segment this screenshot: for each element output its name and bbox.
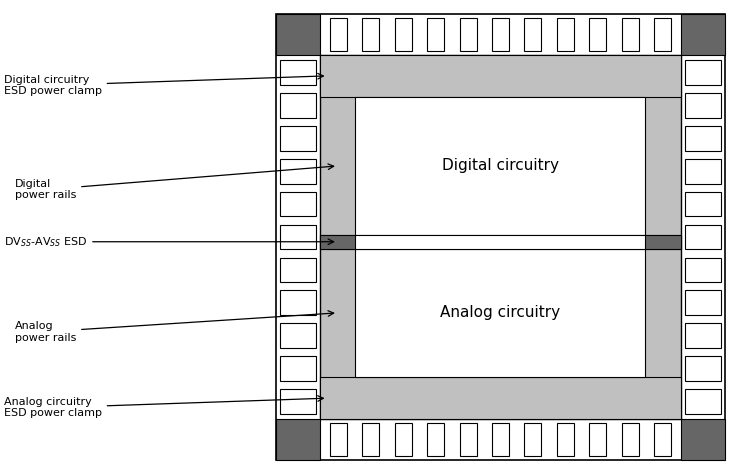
Bar: [557, 18, 574, 51]
Bar: [280, 126, 316, 151]
Text: Analog
power rails: Analog power rails: [15, 310, 333, 343]
Bar: [280, 225, 316, 249]
Bar: [320, 235, 355, 249]
Bar: [590, 18, 606, 51]
Bar: [654, 423, 671, 456]
Bar: [459, 423, 476, 456]
Bar: [280, 93, 316, 118]
Bar: [685, 225, 721, 249]
Bar: [280, 291, 316, 315]
Bar: [330, 18, 347, 51]
Bar: [276, 14, 320, 55]
Bar: [525, 423, 542, 456]
Bar: [280, 257, 316, 283]
Bar: [525, 18, 542, 51]
Bar: [280, 323, 316, 348]
Bar: [685, 257, 721, 283]
Bar: [320, 235, 681, 249]
Text: Analog circuitry: Analog circuitry: [440, 305, 561, 320]
Text: Digital
power rails: Digital power rails: [15, 164, 333, 201]
Bar: [685, 93, 721, 118]
Bar: [685, 126, 721, 151]
Text: DV$_{SS}$-AV$_{SS}$ ESD: DV$_{SS}$-AV$_{SS}$ ESD: [4, 235, 333, 249]
Bar: [320, 55, 681, 419]
Bar: [427, 18, 444, 51]
Bar: [645, 235, 681, 249]
Bar: [685, 323, 721, 348]
Bar: [685, 291, 721, 315]
Bar: [362, 423, 379, 456]
Text: Analog circuitry
ESD power clamp: Analog circuitry ESD power clamp: [4, 396, 323, 419]
Bar: [685, 389, 721, 414]
Bar: [459, 18, 476, 51]
Bar: [280, 60, 316, 85]
Bar: [280, 191, 316, 217]
Text: Digital circuitry: Digital circuitry: [442, 158, 559, 173]
Bar: [685, 191, 721, 217]
Bar: [622, 423, 639, 456]
Bar: [280, 389, 316, 414]
Bar: [427, 423, 444, 456]
Bar: [685, 356, 721, 381]
Bar: [622, 18, 639, 51]
Bar: [492, 423, 509, 456]
Bar: [355, 249, 645, 377]
Bar: [681, 419, 725, 460]
Text: Digital circuitry
ESD power clamp: Digital circuitry ESD power clamp: [4, 73, 323, 96]
Bar: [362, 18, 379, 51]
Bar: [276, 14, 725, 460]
Bar: [280, 159, 316, 183]
Bar: [685, 159, 721, 183]
Bar: [330, 423, 347, 456]
Bar: [590, 423, 606, 456]
Bar: [280, 356, 316, 381]
Bar: [394, 423, 411, 456]
Bar: [320, 55, 681, 97]
Bar: [320, 377, 681, 419]
Bar: [394, 18, 411, 51]
Bar: [492, 18, 509, 51]
Bar: [685, 60, 721, 85]
Bar: [276, 419, 320, 460]
Bar: [355, 97, 645, 235]
Bar: [654, 18, 671, 51]
Bar: [681, 14, 725, 55]
Bar: [557, 423, 574, 456]
